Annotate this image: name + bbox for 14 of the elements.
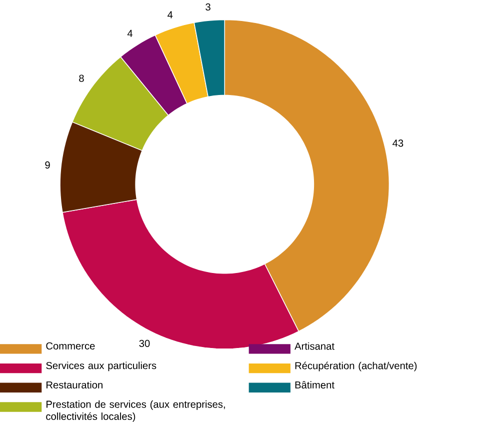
- data-label: 9: [45, 161, 50, 169]
- legend-label: Commerce: [46, 342, 95, 350]
- data-label: 43: [392, 140, 404, 147]
- legend-label: Restauration: [46, 381, 102, 389]
- legend-label: Services aux particuliers: [46, 362, 156, 372]
- legend-label: Récupération (achat/vente): [295, 362, 417, 372]
- data-label: 4: [127, 30, 133, 37]
- data-label: 8: [79, 74, 84, 82]
- data-label: 30: [139, 340, 150, 348]
- legend-label: Prestation de services (aux entreprises, collectivités locales): [46, 400, 225, 422]
- legend-label: Artisanat: [294, 342, 334, 350]
- data-label: 4: [168, 11, 173, 18]
- legend-label: Bâtiment: [295, 381, 334, 389]
- data-label: 3: [206, 3, 210, 11]
